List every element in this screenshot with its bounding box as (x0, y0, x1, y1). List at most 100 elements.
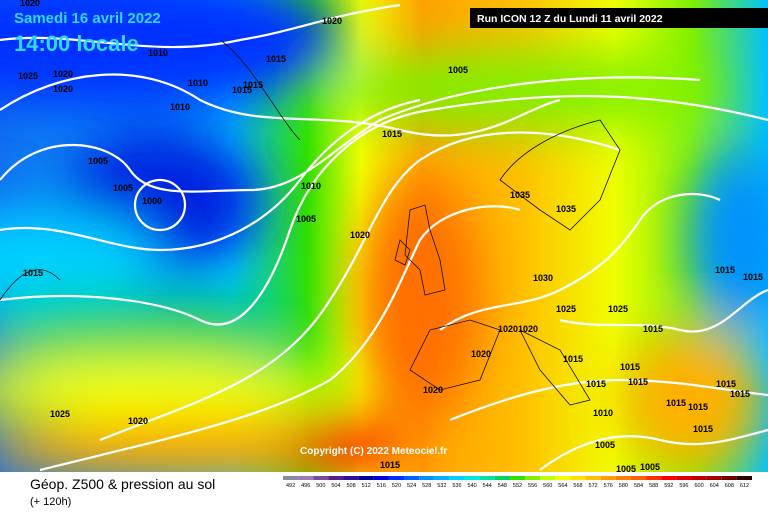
scale-label: 520 (392, 483, 401, 489)
run-info: Run ICON 12 Z du Lundi 11 avril 2022 (477, 13, 663, 25)
scale-label: 560 (543, 483, 552, 489)
color-swatch (736, 476, 752, 480)
scale-label: 524 (407, 483, 416, 489)
isobar-label: 1005 (448, 65, 468, 75)
isobar-label: 1005 (595, 440, 615, 450)
scale-label: 588 (649, 483, 658, 489)
color-swatch (585, 476, 601, 480)
isobar-label: 1020 (20, 0, 40, 8)
isobar-label: 1035 (510, 190, 530, 200)
isobar-label: 1015 (586, 379, 606, 389)
color-swatch (540, 476, 556, 480)
isobar-label: 1015 (666, 398, 686, 408)
scale-label: 572 (589, 483, 598, 489)
scale-label: 584 (634, 483, 643, 489)
isobar-label: 1020 (350, 230, 370, 240)
scale-label: 596 (679, 483, 688, 489)
scale-label: 500 (316, 483, 325, 489)
isobar-label: 1015 (715, 265, 735, 275)
isobar-label: 1020 (322, 16, 342, 26)
geopotential-field (0, 0, 768, 480)
isobar-label: 1000 (142, 196, 162, 206)
scale-label: 552 (513, 483, 522, 489)
scale-label: 600 (694, 483, 703, 489)
isobar-label: 1025 (608, 304, 628, 314)
isobar-label: 1015 (716, 379, 736, 389)
color-swatch (343, 476, 359, 480)
forecast-time: 14:00 locale (14, 31, 139, 56)
color-swatch (373, 476, 389, 480)
isobar-label: 1015 (382, 129, 402, 139)
scale-label: 568 (573, 483, 582, 489)
color-swatch (298, 476, 314, 480)
isobar-label: 1005 (296, 214, 316, 224)
scale-label: 496 (301, 483, 310, 489)
color-swatch (706, 476, 722, 480)
isobar-label: 1015 (693, 424, 713, 434)
scale-label: 608 (725, 483, 734, 489)
color-swatch (721, 476, 737, 480)
scale-label: 536 (452, 483, 461, 489)
isobar-label: 1010 (301, 181, 321, 191)
isobar-label: 1015 (563, 354, 583, 364)
color-swatch (646, 476, 662, 480)
coastlines (0, 39, 621, 406)
scale-label: 576 (604, 483, 613, 489)
scale-label: 540 (468, 483, 477, 489)
scale-label: 592 (664, 483, 673, 489)
isobar-label: 1015 (643, 324, 663, 334)
isobar-label: 1020 (471, 349, 491, 359)
isobar-label: 1020 (53, 69, 73, 79)
scale-label: 544 (483, 483, 492, 489)
isobar-label: 1015 (23, 268, 43, 278)
scale-label: 580 (619, 483, 628, 489)
scale-label: 512 (362, 483, 371, 489)
isobar-label: 1015 (243, 80, 263, 90)
scale-label: 564 (558, 483, 567, 489)
color-swatch (555, 476, 571, 480)
isobar-label: 1030 (533, 273, 553, 283)
isobar-label: 1015 (620, 362, 640, 372)
isobars (0, 3, 768, 472)
isobar-label: 1015 (232, 85, 252, 95)
color-swatch (570, 476, 586, 480)
isobar-label: 1020 (128, 416, 148, 426)
isobar-label: 1025 (556, 304, 576, 314)
scale-label: 604 (710, 483, 719, 489)
color-swatch (661, 476, 677, 480)
color-swatch (313, 476, 329, 480)
scale-label: 532 (437, 483, 446, 489)
isobar-label: 1015 (628, 377, 648, 387)
forecast-date: Samedi 16 avril 2022 (14, 10, 161, 27)
scale-label: 504 (331, 483, 340, 489)
color-swatch (328, 476, 344, 480)
isobar-label: 1010 (148, 48, 168, 58)
color-swatch (479, 476, 495, 480)
isobar-label: 1010 (593, 408, 613, 418)
isobar-label: 1020 (518, 324, 538, 334)
isobar-label: 1015 (380, 460, 400, 470)
color-swatch (419, 476, 435, 480)
run-box (470, 8, 768, 28)
color-swatch (525, 476, 541, 480)
color-swatch (676, 476, 692, 480)
scale-label: 508 (346, 483, 355, 489)
isobar-label: 1020 (423, 385, 443, 395)
scale-label: 612 (740, 483, 749, 489)
isobar-label: 1010 (170, 102, 190, 112)
color-swatch (358, 476, 374, 480)
color-swatch (600, 476, 616, 480)
isobar-label: 1015 (266, 54, 286, 64)
color-swatch (615, 476, 631, 480)
isobar-label: 1015 (688, 402, 708, 412)
isobar-label: 1005 (640, 462, 660, 472)
footer-lead: (+ 120h) (30, 496, 71, 508)
color-swatch (464, 476, 480, 480)
isobar-label: 1005 (113, 183, 133, 193)
footer-title: Géop. Z500 & pression au sol (30, 476, 215, 492)
isobar-label: 1015 (730, 389, 750, 399)
scale-label: 528 (422, 483, 431, 489)
